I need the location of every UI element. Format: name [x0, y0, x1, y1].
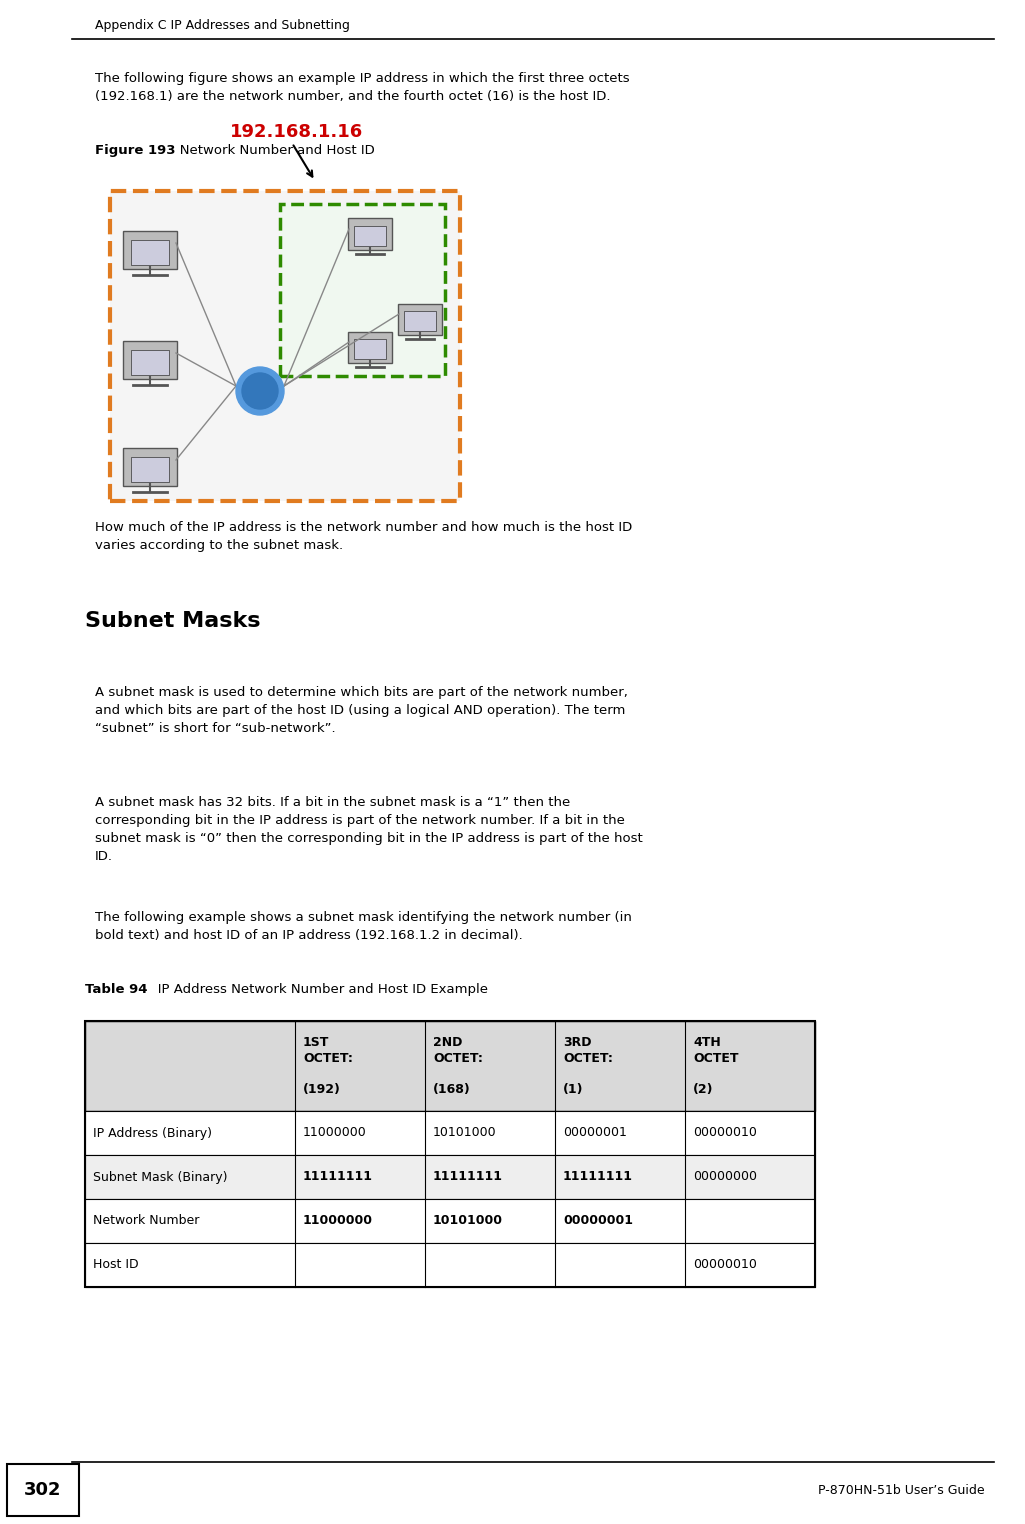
- Text: Table 94: Table 94: [85, 983, 148, 997]
- Text: 302: 302: [25, 1481, 62, 1500]
- Text: Host ID: Host ID: [93, 1259, 138, 1271]
- FancyBboxPatch shape: [398, 303, 442, 335]
- FancyBboxPatch shape: [123, 341, 177, 379]
- Text: Appendix C IP Addresses and Subnetting: Appendix C IP Addresses and Subnetting: [95, 18, 350, 32]
- Text: How much of the IP address is the network number and how much is the host ID
var: How much of the IP address is the networ…: [95, 521, 632, 552]
- Text: A subnet mask has 32 bits. If a bit in the subnet mask is a “1” then the
corresp: A subnet mask has 32 bits. If a bit in t…: [95, 796, 643, 863]
- FancyBboxPatch shape: [123, 448, 177, 486]
- FancyBboxPatch shape: [85, 1155, 815, 1199]
- FancyBboxPatch shape: [355, 226, 385, 245]
- Text: Network Number: Network Number: [93, 1215, 200, 1227]
- FancyBboxPatch shape: [85, 1199, 815, 1244]
- Text: 11111111: 11111111: [303, 1170, 373, 1184]
- FancyBboxPatch shape: [130, 457, 169, 482]
- Text: 2ND
OCTET:

(168): 2ND OCTET: (168): [433, 1035, 483, 1096]
- Text: 11000000: 11000000: [303, 1215, 373, 1227]
- FancyBboxPatch shape: [7, 1465, 79, 1516]
- Text: Network Number and Host ID: Network Number and Host ID: [167, 143, 375, 157]
- FancyBboxPatch shape: [130, 351, 169, 375]
- Text: IP Address (Binary): IP Address (Binary): [93, 1126, 212, 1140]
- FancyBboxPatch shape: [280, 204, 445, 376]
- FancyBboxPatch shape: [404, 311, 436, 331]
- Text: Subnet Masks: Subnet Masks: [85, 611, 260, 631]
- Text: 00000001: 00000001: [563, 1215, 633, 1227]
- Text: 00000010: 00000010: [693, 1126, 756, 1140]
- FancyBboxPatch shape: [85, 1244, 815, 1286]
- FancyBboxPatch shape: [110, 190, 460, 501]
- Text: IP Address Network Number and Host ID Example: IP Address Network Number and Host ID Ex…: [145, 983, 488, 997]
- Text: The following example shows a subnet mask identifying the network number (in
bol: The following example shows a subnet mas…: [95, 911, 631, 942]
- FancyBboxPatch shape: [130, 239, 169, 265]
- Text: P-870HN-51b User’s Guide: P-870HN-51b User’s Guide: [818, 1483, 985, 1497]
- FancyBboxPatch shape: [348, 332, 392, 363]
- Text: 11111111: 11111111: [563, 1170, 633, 1184]
- FancyBboxPatch shape: [355, 338, 385, 358]
- Circle shape: [236, 367, 284, 415]
- Circle shape: [242, 373, 278, 408]
- Text: 00000001: 00000001: [563, 1126, 627, 1140]
- Text: 1ST
OCTET:

(192): 1ST OCTET: (192): [303, 1035, 353, 1096]
- Text: Subnet Mask (Binary): Subnet Mask (Binary): [93, 1170, 228, 1184]
- Text: 3RD
OCTET:

(1): 3RD OCTET: (1): [563, 1035, 613, 1096]
- Text: A subnet mask is used to determine which bits are part of the network number,
an: A subnet mask is used to determine which…: [95, 686, 628, 735]
- Text: 11000000: 11000000: [303, 1126, 367, 1140]
- FancyBboxPatch shape: [123, 232, 177, 270]
- Text: 4TH
OCTET

(2): 4TH OCTET (2): [693, 1035, 738, 1096]
- Text: Figure 193: Figure 193: [95, 143, 175, 157]
- FancyBboxPatch shape: [85, 1021, 815, 1111]
- Text: 00000000: 00000000: [693, 1170, 757, 1184]
- Text: 192.168.1.16: 192.168.1.16: [230, 123, 363, 142]
- Text: 10101000: 10101000: [433, 1126, 497, 1140]
- Text: The following figure shows an example IP address in which the first three octets: The following figure shows an example IP…: [95, 72, 629, 104]
- Text: 00000010: 00000010: [693, 1259, 756, 1271]
- FancyBboxPatch shape: [85, 1111, 815, 1155]
- FancyBboxPatch shape: [348, 218, 392, 250]
- Text: 11111111: 11111111: [433, 1170, 503, 1184]
- Text: 10101000: 10101000: [433, 1215, 503, 1227]
